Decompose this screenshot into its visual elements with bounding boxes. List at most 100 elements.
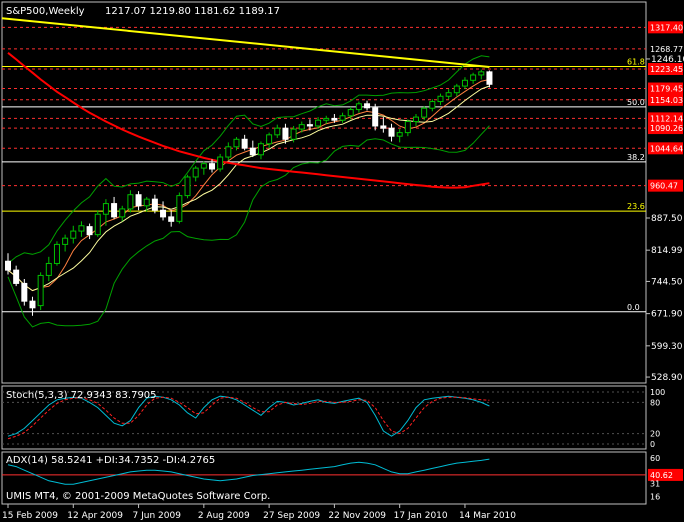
candle-body (372, 107, 379, 127)
y-tick-label: 528.90 (651, 373, 683, 383)
level-label: 1044.64 (650, 144, 683, 153)
candle-body (453, 85, 460, 94)
candle-body (70, 230, 77, 239)
candle-body (266, 134, 273, 145)
price-box (648, 179, 683, 192)
candle-body (249, 147, 256, 156)
candle-body (184, 176, 191, 197)
adx-level-label: 31 (650, 479, 660, 488)
candle-body (53, 243, 60, 264)
price-box (648, 93, 683, 106)
candle-body (445, 92, 452, 97)
candle-body (298, 124, 305, 130)
stoch-level-label: 20 (650, 430, 660, 439)
candle-body (315, 119, 322, 127)
candle-body (241, 138, 248, 149)
stoch-label: Stoch(5,3,3) 72.9343 83.7905 (6, 390, 157, 401)
y-tick-label: 744.50 (651, 277, 683, 287)
candle-body (380, 125, 387, 129)
adx-label: ADX(14) 58.5241 +DI:34.7352 -DI:4.2765 (6, 455, 215, 466)
adx-level-label: 60 (650, 454, 660, 463)
adx-panel-frame (1, 451, 647, 505)
level-label: 1268.77 (650, 45, 683, 54)
candle-body (168, 216, 175, 222)
price-box (648, 21, 683, 34)
candle-body (437, 95, 444, 103)
candle-body (470, 74, 477, 81)
fib-label: 38.2 (627, 153, 645, 162)
candle-body (21, 282, 28, 302)
candle-body (119, 208, 126, 218)
candle-body (200, 163, 207, 169)
level-label: 1112.14 (650, 114, 683, 123)
candle-body (160, 209, 167, 218)
candle-body (461, 79, 468, 87)
adx-line (7, 458, 490, 485)
price-box (648, 122, 683, 135)
x-tick-label: 2 Aug 2009 (198, 511, 250, 521)
stoch-level-label: 80 (650, 398, 660, 407)
candle-body (29, 300, 36, 309)
x-tick-label: 27 Sep 2009 (263, 511, 320, 521)
candle-body (192, 167, 199, 178)
y-tick-label: 599.30 (651, 342, 683, 352)
price-box (648, 142, 683, 155)
candle-body (331, 117, 338, 121)
x-tick-label: 22 Nov 2009 (328, 511, 386, 521)
candle-body (478, 71, 485, 76)
candle-body (364, 103, 371, 109)
candle-body (5, 260, 11, 271)
stoch-main-line (7, 395, 490, 437)
candle-body (143, 198, 150, 207)
candle-body (347, 109, 354, 117)
fib-label: 50.0 (627, 98, 645, 107)
axis-layer: 1246.10 887.50 814.99 744.50 671.90 599.30 528… (2, 21, 684, 521)
candle-body (94, 213, 101, 236)
candle-body (102, 203, 109, 215)
adx-level-label: 40.62 (650, 471, 673, 480)
stoch-level-label: 0 (650, 440, 655, 449)
level-label: 1090.26 (650, 124, 683, 133)
candle-body (45, 262, 52, 276)
candle-body (225, 146, 232, 158)
ma-mid-line (7, 85, 490, 292)
level-label: 1179.45 (650, 85, 683, 94)
candle-body (429, 101, 436, 109)
candle-body (396, 132, 403, 137)
ma-red-line (7, 52, 490, 189)
stoch-panel-frame (1, 385, 647, 450)
candle-body (217, 156, 224, 170)
candle-body (388, 127, 395, 137)
level-label: 960.47 (650, 182, 678, 191)
ohlc-readout: 1217.07 1219.80 1181.62 1189.17 (105, 6, 280, 17)
candle-body (404, 121, 411, 134)
fib-label: 0.0 (627, 303, 640, 312)
bollinger-upper (7, 55, 490, 264)
candle-body (339, 115, 346, 121)
y-tick-label: 887.50 (651, 214, 683, 224)
chart-title: S&P500,Weekly (6, 6, 85, 17)
y-tick-label: 814.99 (651, 246, 683, 256)
candle-body (209, 163, 215, 170)
level-label: 1223.45 (650, 65, 683, 74)
candle-body (62, 237, 69, 245)
x-tick-label: 7 Jun 2009 (133, 511, 182, 521)
price-panel-frame (1, 1, 647, 384)
candle-body (86, 226, 93, 236)
candle-body (274, 127, 281, 136)
x-tick-label: 14 Mar 2010 (459, 511, 516, 521)
candle-body (151, 198, 158, 211)
level-label: 1154.03 (650, 96, 683, 105)
ma-yellow-line (1, 17, 490, 68)
adx-level-label: 16 (650, 493, 660, 502)
candle-body (37, 274, 44, 307)
fib-label: 61.8 (627, 58, 645, 67)
x-tick-label: 12 Apr 2009 (67, 511, 123, 521)
candle-body (413, 116, 419, 123)
candle-body (176, 195, 183, 222)
candle-body (13, 269, 20, 284)
candle-body (421, 107, 428, 118)
